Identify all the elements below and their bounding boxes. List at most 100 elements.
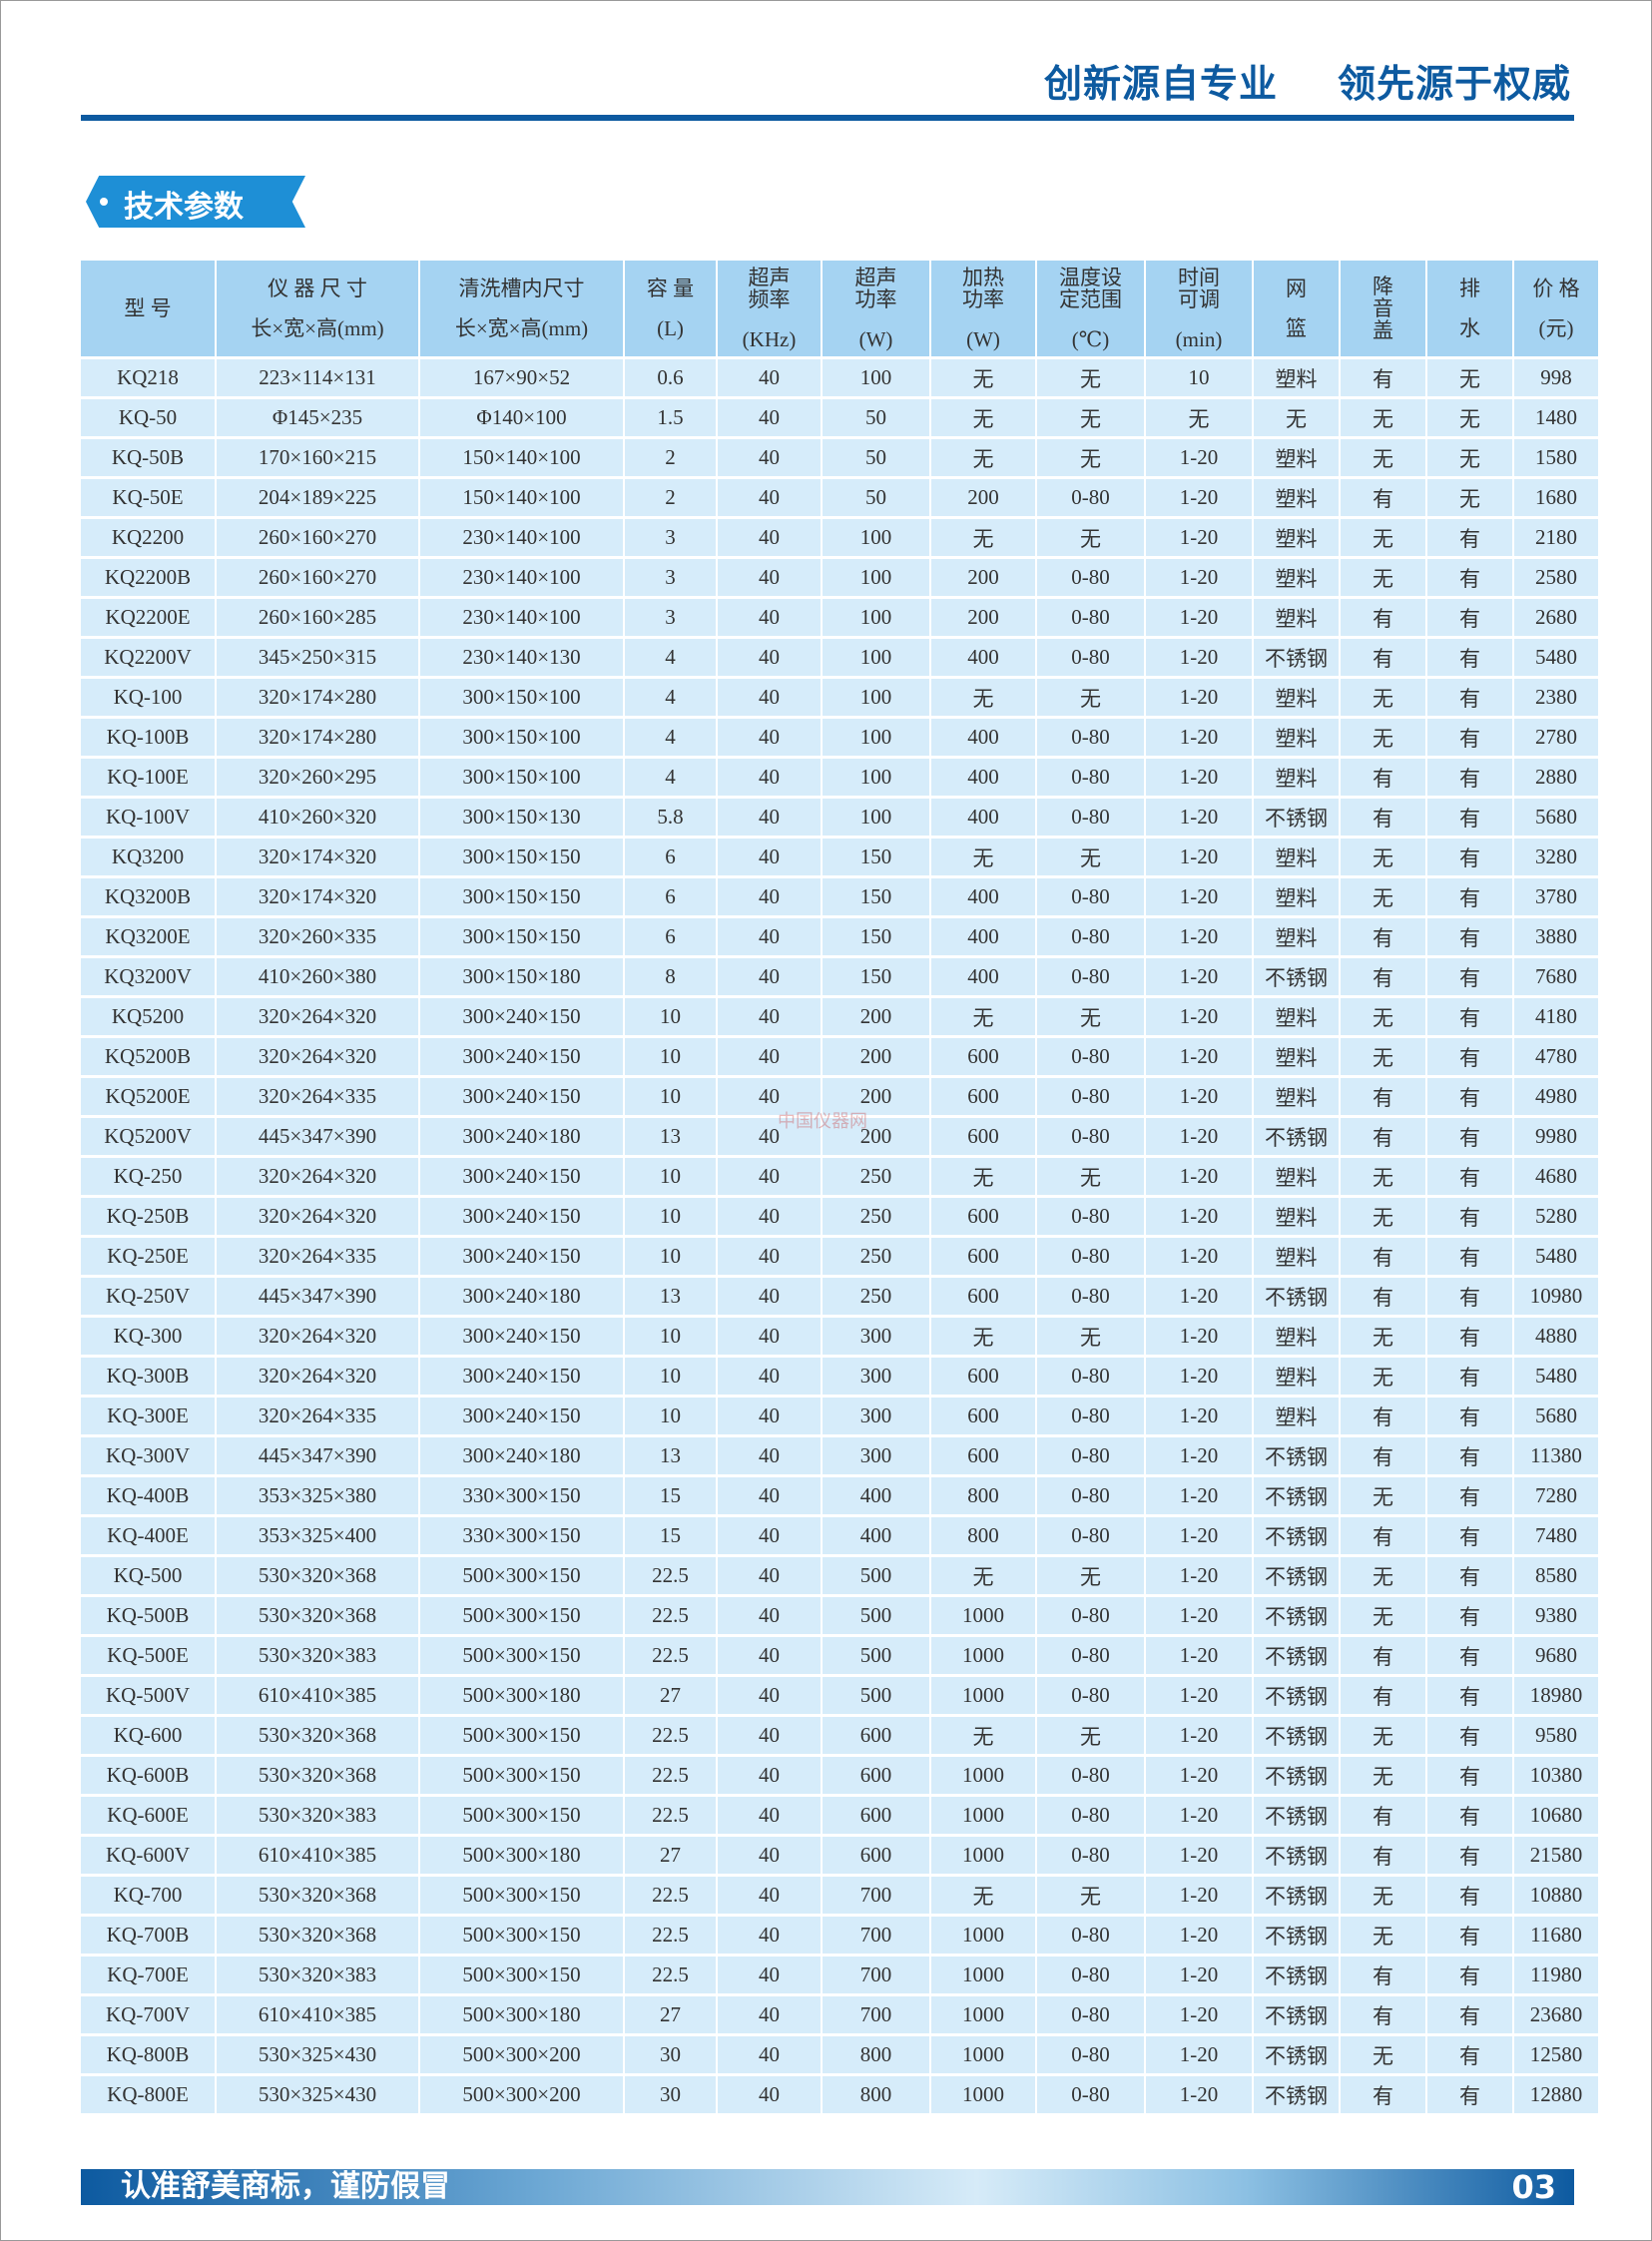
table-cell: 塑料 [1254, 1078, 1339, 1115]
table-cell: 700 [823, 1996, 929, 2033]
table-cell: 40 [718, 399, 821, 436]
table-cell: 500×300×180 [420, 1677, 623, 1714]
table-cell: 167×90×52 [420, 359, 623, 396]
table-cell: 11980 [1514, 1957, 1598, 1993]
table-cell: 1-20 [1146, 1078, 1252, 1115]
table-cell: 1-20 [1146, 839, 1252, 875]
table-cell: 300×240×150 [420, 1358, 623, 1395]
table-cell: 300×240×150 [420, 1038, 623, 1075]
table-cell: 有 [1341, 599, 1425, 636]
table-cell: 260×160×270 [217, 559, 418, 596]
column-header: 仪 器 尺 寸长×宽×高(mm) [217, 261, 418, 356]
table-cell: 0-80 [1037, 878, 1144, 915]
table-cell: 无 [931, 1877, 1035, 1914]
table-cell: 0-80 [1037, 1358, 1144, 1395]
table-cell: KQ-400B [81, 1477, 215, 1514]
table-row: KQ-400B 353×325×380 330×300×150 15 40 400 800 0… [81, 1477, 1598, 1514]
table-cell: 无 [1427, 399, 1512, 436]
table-cell: 800 [823, 2076, 929, 2113]
table-cell: 2180 [1514, 519, 1598, 556]
table-cell: 40 [718, 799, 821, 836]
table-cell: 无 [1037, 679, 1144, 716]
table-cell: 40 [718, 998, 821, 1035]
column-header-unit: 长×宽×高(mm) [251, 316, 384, 340]
table-cell: 22.5 [625, 1917, 716, 1954]
table-cell: 无 [1037, 1877, 1144, 1914]
table-cell: 0-80 [1037, 1437, 1144, 1474]
table-cell: 1-20 [1146, 1477, 1252, 1514]
table-cell: 320×174×280 [217, 719, 418, 756]
table-cell: 530×320×368 [217, 1757, 418, 1794]
table-cell: 200 [823, 1038, 929, 1075]
table-cell: 0-80 [1037, 1517, 1144, 1554]
table-cell: 塑料 [1254, 1158, 1339, 1195]
column-header-unit: (min) [1175, 327, 1223, 351]
table-cell: 1-20 [1146, 799, 1252, 836]
table-cell: 10 [625, 1158, 716, 1195]
table-cell: 4 [625, 719, 716, 756]
table-cell: Φ140×100 [420, 399, 623, 436]
table-cell: 100 [823, 639, 929, 676]
table-cell: KQ-300B [81, 1358, 215, 1395]
table-cell: 无 [1254, 399, 1339, 436]
table-cell: 无 [1037, 1557, 1144, 1594]
table-cell: 2 [625, 439, 716, 476]
table-cell: 40 [718, 759, 821, 796]
table-cell: 无 [1341, 1198, 1425, 1235]
table-cell: 塑料 [1254, 1238, 1339, 1275]
table-cell: 100 [823, 799, 929, 836]
table-cell: 有 [1341, 958, 1425, 995]
table-cell: KQ3200E [81, 918, 215, 955]
table-cell: 11680 [1514, 1917, 1598, 1954]
table-cell: 600 [931, 1358, 1035, 1395]
table-cell: 40 [718, 1637, 821, 1674]
table-cell: 有 [1341, 1837, 1425, 1874]
column-header-main: 超声 功率 [854, 266, 897, 311]
table-cell: 30 [625, 2076, 716, 2113]
table-cell: 不锈钢 [1254, 1278, 1339, 1315]
table-row: KQ-700 530×320×368 500×300×150 22.5 40 700 无无 1… [81, 1877, 1598, 1914]
table-cell: 300×150×150 [420, 918, 623, 955]
table-cell: 40 [718, 1278, 821, 1315]
table-cell: 3 [625, 559, 716, 596]
table-header-row: 型 号仪 器 尺 寸长×宽×高(mm) 清洗槽内尺寸 长×宽×高(mm) 容 量 (L)… [81, 261, 1598, 356]
table-cell: 150×140×100 [420, 439, 623, 476]
table-cell: 不锈钢 [1254, 1118, 1339, 1155]
table-cell: 无 [1037, 439, 1144, 476]
table-cell: 不锈钢 [1254, 1957, 1339, 1993]
table-cell: 200 [931, 599, 1035, 636]
table-cell: 有 [1427, 759, 1512, 796]
table-cell: 170×160×215 [217, 439, 418, 476]
table-cell: KQ5200 [81, 998, 215, 1035]
table-cell: 1000 [931, 1917, 1035, 1954]
table-cell: 1-20 [1146, 639, 1252, 676]
page-number: 03 [1511, 2168, 1556, 2206]
table-cell: 塑料 [1254, 839, 1339, 875]
table-cell: 530×320×368 [217, 1717, 418, 1754]
table-cell: 500×300×150 [420, 1877, 623, 1914]
table-cell: 有 [1427, 2076, 1512, 2113]
table-cell: 300 [823, 1398, 929, 1434]
table-cell: 250 [823, 1198, 929, 1235]
table-cell: 500×300×150 [420, 1957, 623, 1993]
table-cell: 有 [1341, 1637, 1425, 1674]
table-cell: KQ-100 [81, 679, 215, 716]
table-cell: 塑料 [1254, 759, 1339, 796]
section-title: 技术参数 [124, 190, 244, 225]
table-cell: 10 [625, 998, 716, 1035]
table-cell: 400 [931, 918, 1035, 955]
table-cell: 40 [718, 1957, 821, 1993]
table-cell: 22.5 [625, 1717, 716, 1754]
table-cell: 无 [1341, 1877, 1425, 1914]
table-cell: 22.5 [625, 1637, 716, 1674]
table-cell: KQ2200V [81, 639, 215, 676]
table-cell: 40 [718, 2076, 821, 2113]
table-cell: 500×300×200 [420, 2036, 623, 2073]
table-cell: 12580 [1514, 2036, 1598, 2073]
table-row: KQ-250E 320×264×335 300×240×150 10 40 250 600 0… [81, 1238, 1598, 1275]
table-cell: KQ-700E [81, 1957, 215, 1993]
table-cell: 320×264×335 [217, 1398, 418, 1434]
table-row: KQ218 223×114×131 167×90×52 0.6 40 100 无无 10 塑料有… [81, 359, 1598, 396]
table-cell: 2 [625, 479, 716, 516]
table-cell: 有 [1427, 599, 1512, 636]
